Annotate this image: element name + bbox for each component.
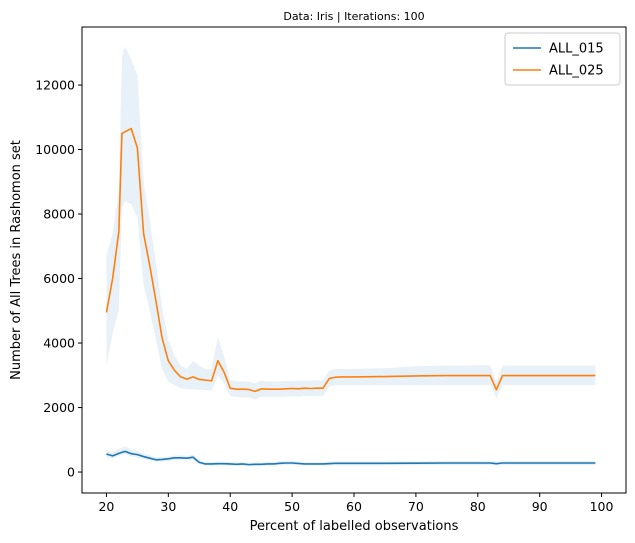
y-tick-label: 10000 xyxy=(35,142,75,157)
y-axis-label: Number of All Trees in Rashomon set xyxy=(9,140,24,380)
x-tick-label: 100 xyxy=(590,499,614,514)
x-tick-label: 70 xyxy=(408,499,424,514)
x-tick-label: 60 xyxy=(346,499,362,514)
y-tick-label: 6000 xyxy=(43,271,75,286)
line-all-015 xyxy=(106,450,596,466)
x-tick-label: 20 xyxy=(98,499,114,514)
y-tick-label: 8000 xyxy=(43,207,75,222)
x-tick-label: 40 xyxy=(222,499,238,514)
legend-box xyxy=(504,32,621,86)
legend-label: ALL_025 xyxy=(549,64,604,79)
confidence-bands xyxy=(106,46,596,467)
y-tick-label: 12000 xyxy=(35,78,75,93)
y-tick-label: 4000 xyxy=(43,336,75,351)
y-tick-label: 0 xyxy=(67,465,75,480)
x-tick-label: 90 xyxy=(532,499,548,514)
x-axis-label: Percent of labelled observations xyxy=(250,519,459,534)
x-axis-ticks: 20 30 40 50 60 70 80 90 100 xyxy=(98,493,614,514)
line-all-025 xyxy=(105,127,596,393)
legend: ALL_015 ALL_025 xyxy=(504,32,621,86)
series-lines xyxy=(105,127,596,466)
x-tick-label: 50 xyxy=(284,499,300,514)
y-tick-label: 2000 xyxy=(43,400,75,415)
legend-label: ALL_015 xyxy=(549,42,604,57)
chart-title: Data: Iris | Iterations: 100 xyxy=(283,10,424,23)
x-tick-label: 80 xyxy=(470,499,486,514)
x-tick-label: 30 xyxy=(160,499,176,514)
band-all-015 xyxy=(106,446,596,467)
y-axis-ticks: 0 2000 4000 6000 8000 10000 12000 xyxy=(35,78,82,480)
